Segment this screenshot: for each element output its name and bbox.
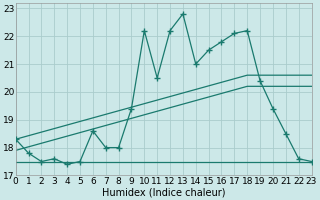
X-axis label: Humidex (Indice chaleur): Humidex (Indice chaleur) [102,187,225,197]
